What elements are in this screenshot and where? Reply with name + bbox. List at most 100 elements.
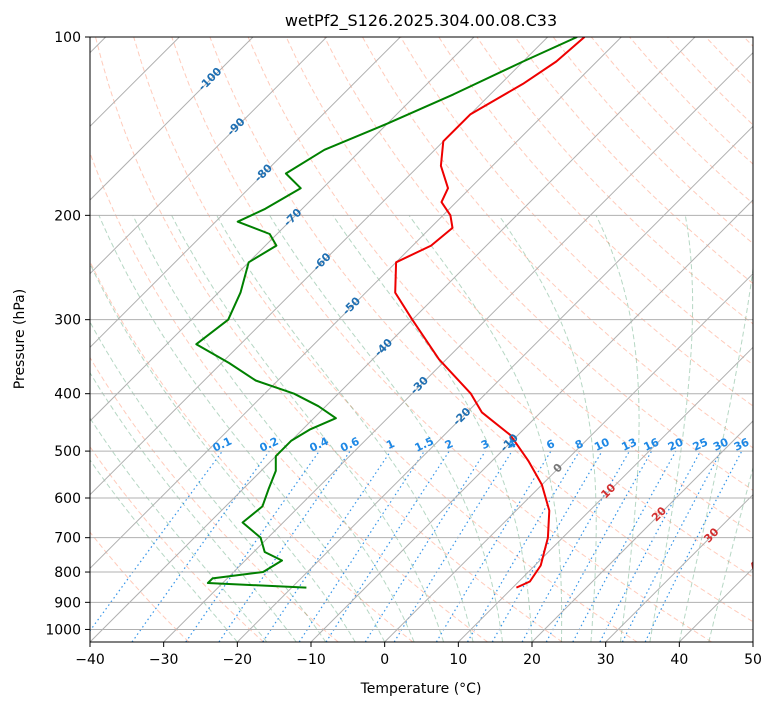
x-tick-label: 0 (380, 652, 389, 668)
y-tick-label: 400 (54, 387, 81, 403)
y-tick-label: 1000 (45, 622, 81, 638)
dry-adiabat (743, 37, 753, 47)
y-tick-label: 600 (54, 491, 81, 507)
mixing-ratio-label: 0.6 (338, 435, 361, 455)
moist-adiabat (90, 371, 297, 642)
isotherm-gridline (310, 199, 753, 642)
y-tick-label: 200 (54, 208, 81, 224)
x-tick-label: 20 (523, 652, 541, 668)
moist-adiabat (595, 215, 640, 642)
mixing-ratio-label: 0.4 (307, 435, 330, 455)
dry-adiabat (285, 37, 753, 535)
line-labels: -100-90-80-70-60-50-40-30-20-10010203040… (196, 65, 767, 574)
mixing-ratio-line (325, 450, 450, 642)
isotherm-gridline (90, 37, 696, 642)
y-tick-label: 300 (54, 313, 81, 329)
isotherm-gridline (236, 125, 753, 642)
dry-adiabat (705, 37, 753, 87)
dry-adiabat (400, 37, 753, 407)
isotherm-gridline (163, 51, 753, 642)
isotherm-gridline (384, 272, 753, 642)
mixing-ratio-line (545, 450, 653, 642)
x-tick-label: 40 (670, 652, 688, 668)
isotherm-gridline (90, 37, 475, 422)
dry-adiabat (590, 37, 753, 205)
y-tick-label: 700 (54, 531, 81, 547)
y-tick-label: 800 (54, 565, 81, 581)
isotherm-gridline (90, 37, 328, 275)
dry-adiabat (323, 37, 753, 491)
isotherm-gridline (90, 37, 622, 570)
dry-adiabat (667, 37, 753, 126)
moist-adiabat (90, 262, 356, 642)
dry-adiabat (133, 37, 638, 642)
x-tick-label: −10 (296, 652, 326, 668)
plot-frame (89, 36, 754, 643)
mixing-ratio-line (644, 450, 743, 642)
x-tick-label: −30 (149, 652, 179, 668)
x-tick-label: 50 (744, 652, 762, 668)
y-axis-label: Pressure (hPa) (12, 289, 28, 389)
dry-adiabat (438, 37, 753, 366)
mixing-ratio-line (466, 450, 580, 642)
profile-line (195, 37, 578, 589)
dry-adiabat (209, 37, 753, 623)
profile-series (195, 37, 586, 589)
isotherm-gridline (457, 346, 753, 642)
profile-line (394, 37, 586, 589)
moist-adiabat (90, 321, 327, 642)
mixing-ratio-line (90, 450, 223, 632)
moist-adiabat (90, 417, 268, 642)
moist-adiabat (90, 459, 238, 642)
mixing-ratio-label: 2 (443, 437, 455, 452)
mixing-ratio-line (572, 450, 677, 642)
isotherm-label: 30 (701, 525, 721, 545)
isotherm-label: -60 (310, 250, 333, 273)
dry-adiabat (90, 531, 190, 642)
mixing-ratio-label: 13 (620, 436, 639, 454)
mixing-ratio-line (218, 450, 351, 642)
dry-adiabat (90, 445, 264, 642)
x-tick-label: 30 (597, 652, 615, 668)
y-axis: 1000 900 800 700 600 500 400 300 200 100 (45, 30, 90, 638)
dry-adiabat (90, 260, 414, 642)
isotherm-label: -100 (196, 65, 225, 94)
mixing-ratio-line (393, 450, 513, 642)
x-tick-label: 10 (449, 652, 467, 668)
isotherm-gridline (678, 567, 753, 642)
dry-adiabat (95, 37, 563, 642)
dry-adiabat (90, 356, 339, 642)
mixing-ratio-label: 36 (732, 435, 752, 453)
moist-adiabat (678, 264, 753, 642)
mixing-ratio-label: 6 (544, 437, 557, 452)
isotherm-gridline (605, 493, 753, 642)
dry-adiabat (247, 37, 753, 578)
isotherm-label: -40 (372, 336, 395, 359)
isotherm-label: 40 (747, 553, 767, 573)
mixing-ratio-line (599, 450, 702, 642)
moist-adiabat (708, 466, 753, 642)
mixing-ratio-label: 3 (479, 437, 491, 452)
mixing-ratio-label: 30 (711, 435, 731, 453)
mixing-ratio-line (185, 450, 320, 642)
isotherm-gridline (90, 37, 254, 201)
y-tick-label: 900 (54, 595, 81, 611)
grid-lines (90, 37, 753, 642)
isotherm-gridline (531, 420, 753, 642)
mixing-ratio-line (262, 450, 392, 642)
moist-adiabat (171, 215, 445, 642)
mixing-ratio-label: 10 (592, 435, 612, 453)
isotherm-gridline (90, 37, 401, 349)
mixing-ratio-line (435, 450, 552, 642)
x-axis-label: Temperature (°C) (360, 681, 482, 697)
chart-title: wetPf2_S126.2025.304.00.08.C33 (285, 11, 557, 31)
mixing-ratio-line (298, 450, 425, 642)
x-tick-label: −20 (223, 652, 253, 668)
mixing-ratio-label: 20 (666, 435, 686, 453)
dry-adiabat (362, 37, 753, 449)
mixing-ratio-label: 0.2 (257, 435, 280, 455)
mixing-ratio-line (131, 450, 270, 642)
moist-adiabat (408, 215, 563, 642)
moist-adiabat (498, 215, 597, 642)
